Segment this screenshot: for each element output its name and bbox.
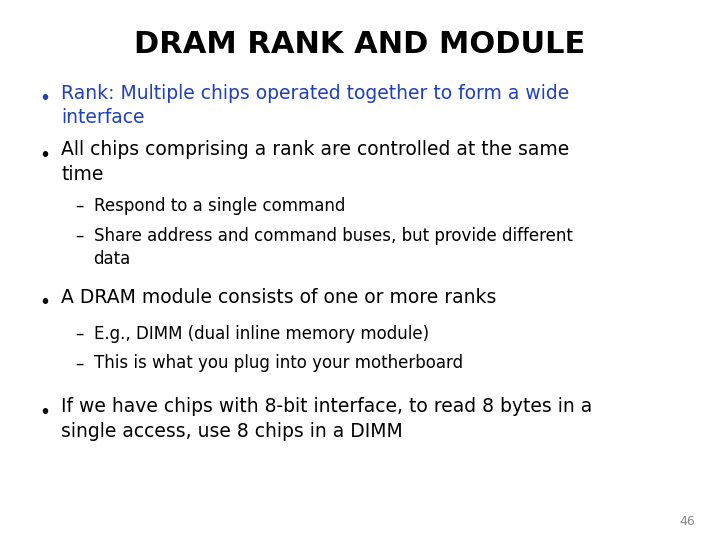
Text: –: – — [76, 227, 84, 245]
Text: •: • — [40, 146, 50, 165]
Text: •: • — [40, 89, 50, 108]
Text: 46: 46 — [679, 515, 695, 528]
Text: Share address and command buses, but provide different
data: Share address and command buses, but pro… — [94, 227, 572, 268]
Text: If we have chips with 8-bit interface, to read 8 bytes in a
single access, use 8: If we have chips with 8-bit interface, t… — [61, 397, 593, 441]
Text: E.g., DIMM (dual inline memory module): E.g., DIMM (dual inline memory module) — [94, 325, 428, 342]
Text: A DRAM module consists of one or more ranks: A DRAM module consists of one or more ra… — [61, 288, 497, 307]
Text: •: • — [40, 403, 50, 422]
Text: DRAM RANK AND MODULE: DRAM RANK AND MODULE — [135, 30, 585, 59]
Text: –: – — [76, 325, 84, 342]
Text: Rank: Multiple chips operated together to form a wide
interface: Rank: Multiple chips operated together t… — [61, 84, 570, 127]
Text: Respond to a single command: Respond to a single command — [94, 197, 345, 215]
Text: –: – — [76, 354, 84, 372]
Text: This is what you plug into your motherboard: This is what you plug into your motherbo… — [94, 354, 463, 372]
Text: –: – — [76, 197, 84, 215]
Text: •: • — [40, 293, 50, 312]
Text: All chips comprising a rank are controlled at the same
time: All chips comprising a rank are controll… — [61, 140, 570, 184]
